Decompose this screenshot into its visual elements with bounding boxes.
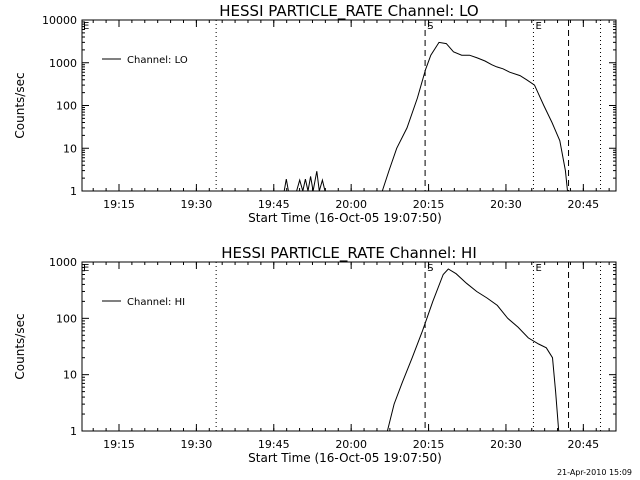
x-tick-label: 20:00: [335, 438, 367, 451]
x-tick-label: 20:45: [567, 438, 599, 451]
x-tick-label: 19:30: [181, 438, 213, 451]
y-tick-label: 10: [63, 142, 77, 155]
x-tick-label: 20:30: [490, 438, 522, 451]
chart-title: HESSI PARTICLE_RATE Channel: HI: [221, 244, 477, 263]
y-tick-label: 1000: [49, 57, 77, 70]
y-tick-label: 100: [56, 312, 77, 325]
x-axis-label: Start Time (16-Oct-05 19:07:50): [248, 211, 442, 225]
footer-timestamp: 21-Apr-2010 15:09: [556, 468, 632, 477]
corner-marker-label: E: [83, 263, 89, 274]
x-tick-label: 19:30: [181, 198, 213, 211]
legend-label: Channel: LO: [127, 55, 188, 66]
time-marker-label: S: [427, 21, 433, 32]
x-tick-label: 20:15: [413, 438, 445, 451]
series-line: [386, 268, 560, 432]
corner-marker-label: E: [83, 21, 89, 32]
x-tick-label: 20:30: [490, 198, 522, 211]
y-axis-label: Counts/sec: [13, 72, 27, 138]
chart-1: HESSI PARTICLE_RATE Channel: LO 1 10 100 100…: [13, 2, 617, 225]
time-marker-label: E: [535, 263, 541, 274]
legend-label: Channel: HI: [127, 297, 185, 308]
x-tick-label: 19:45: [258, 438, 290, 451]
time-marker-label: E: [535, 21, 541, 32]
series-line: [283, 41, 568, 192]
x-tick-label: 20:00: [335, 198, 367, 211]
chart-title: HESSI PARTICLE_RATE Channel: LO: [219, 2, 478, 21]
y-tick-label: 1: [70, 185, 77, 198]
x-tick-label: 20:45: [567, 198, 599, 211]
y-axis-label: Counts/sec: [13, 313, 27, 379]
plot-frame: [81, 19, 617, 192]
x-tick-label: 20:15: [413, 198, 445, 211]
x-tick-label: 19:15: [103, 198, 135, 211]
y-tick-label: 1000: [49, 256, 77, 269]
y-tick-label: 100: [56, 100, 77, 113]
chart-2: HESSI PARTICLE_RATE Channel: HI 1 10 100 100…: [13, 244, 617, 465]
time-marker-label: S: [427, 263, 433, 274]
y-tick-label: 10: [63, 369, 77, 382]
y-tick-label: 10000: [42, 14, 77, 27]
x-tick-label: 19:45: [258, 198, 290, 211]
plot-frame: [81, 261, 617, 432]
y-tick-label: 1: [70, 425, 77, 438]
x-tick-label: 19:15: [103, 438, 135, 451]
x-axis-label: Start Time (16-Oct-05 19:07:50): [248, 451, 442, 465]
